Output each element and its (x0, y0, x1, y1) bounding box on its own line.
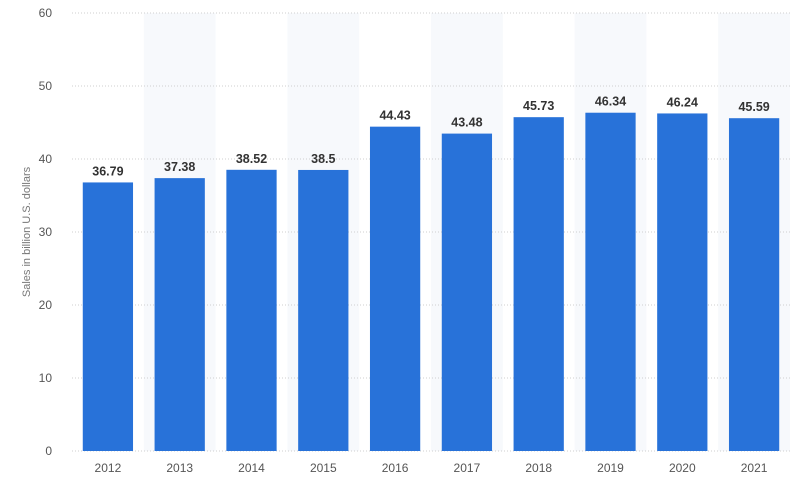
bar-2018[interactable] (513, 117, 564, 452)
data-label-2013: 37.38 (164, 160, 195, 174)
data-label-2012: 36.79 (92, 164, 123, 178)
x-tick-label: 2017 (454, 461, 481, 475)
x-tick-label: 2013 (166, 461, 193, 475)
bar-2019[interactable] (585, 112, 636, 451)
y-tick-label: 40 (39, 152, 53, 166)
data-labels: 36.79 37.38 38.52 38.5 44.43 43.48 45.73 46.34 4… (92, 95, 770, 179)
bar-2020[interactable] (657, 113, 708, 451)
x-tick-label: 2012 (95, 461, 122, 475)
x-tick-label: 2021 (741, 461, 768, 475)
bar-2021[interactable] (728, 118, 780, 452)
y-tick-label: 0 (45, 444, 52, 458)
x-tick-label: 2018 (525, 461, 552, 475)
y-tick-label: 20 (39, 298, 53, 312)
x-tick-label: 2015 (310, 461, 337, 475)
y-tick-label: 30 (39, 225, 53, 239)
y-tick-label: 60 (39, 6, 53, 20)
data-label-2017: 43.48 (451, 116, 482, 130)
bar-2014[interactable] (226, 169, 277, 451)
bar-2012[interactable] (82, 182, 134, 452)
data-label-2016: 44.43 (379, 109, 410, 123)
bar-2016[interactable] (369, 126, 421, 451)
x-tick-label: 2014 (238, 461, 265, 475)
y-axis-ticks: 0 10 20 30 40 50 60 (39, 6, 53, 458)
y-tick-label: 50 (39, 79, 53, 93)
data-label-2018: 45.73 (523, 99, 554, 113)
y-axis-title: Sales in billion U.S. dollars (21, 166, 33, 297)
data-label-2015: 38.5 (311, 152, 335, 166)
x-tick-label: 2020 (669, 461, 696, 475)
bars (82, 112, 780, 452)
bar-2013[interactable] (154, 178, 205, 451)
data-label-2019: 46.34 (595, 95, 626, 109)
x-tick-label: 2016 (382, 461, 409, 475)
bar-2017[interactable] (441, 133, 493, 451)
y-tick-label: 10 (39, 371, 53, 385)
x-axis-ticks: 2012 2013 2014 2015 2016 2017 2018 2019 2020 2021 (95, 461, 768, 475)
bar-2015[interactable] (298, 169, 349, 451)
x-tick-label: 2019 (597, 461, 624, 475)
data-label-2014: 38.52 (236, 152, 267, 166)
data-label-2020: 46.24 (667, 95, 698, 109)
data-label-2021: 45.59 (738, 100, 769, 114)
